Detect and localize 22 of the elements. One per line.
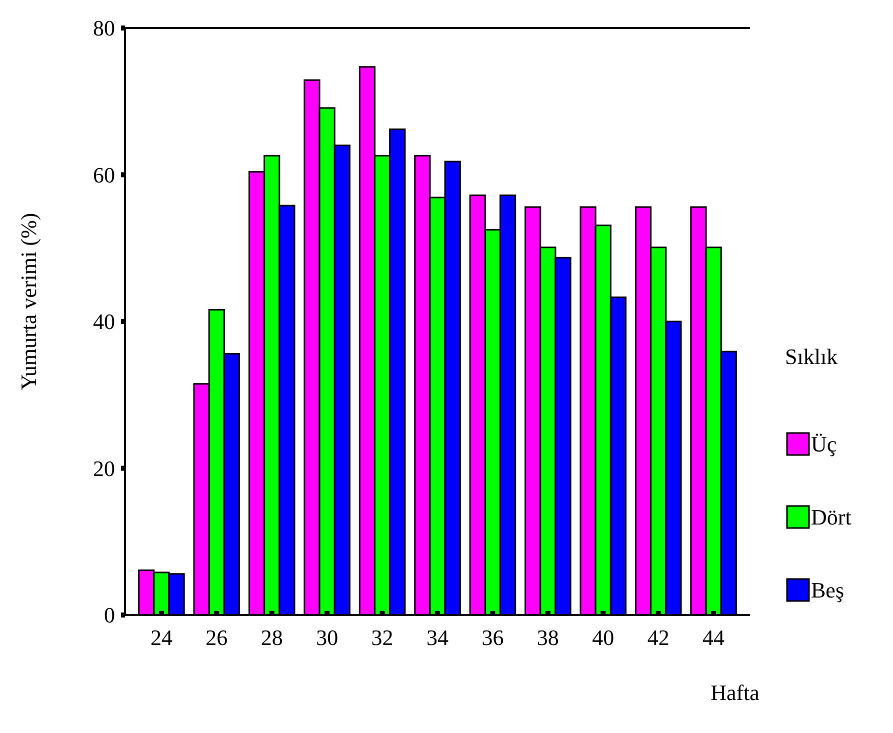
x-tick-label: 36 [482,625,504,650]
y-tick-label: 0 [104,602,115,628]
legend-label: Üç [811,432,837,457]
x-tick-label: 32 [371,625,394,650]
x-tick-label: 40 [592,625,614,650]
x-tick-label: 42 [647,625,670,650]
y-tick-label: 20 [93,456,115,481]
legend-label: Dört [811,504,852,530]
y-tick-label: 60 [93,162,115,188]
y-tick-label: 80 [93,16,115,41]
x-tick-label: 26 [206,625,228,650]
y-tick-label: 40 [93,309,115,334]
y-axis-title: Yumurta verimi (%) [16,212,41,390]
legend-title: Sıklık [785,344,838,369]
x-tick-label: 44 [702,625,725,650]
x-tick-label: 24 [150,625,172,650]
x-tick-label: 34 [426,625,448,650]
x-tick-label: 30 [316,625,338,650]
x-axis-title: Hafta [710,680,760,705]
x-tick-label: 38 [536,625,559,650]
x-tick-label: 28 [260,625,283,650]
legend-label: Beş [811,578,844,603]
